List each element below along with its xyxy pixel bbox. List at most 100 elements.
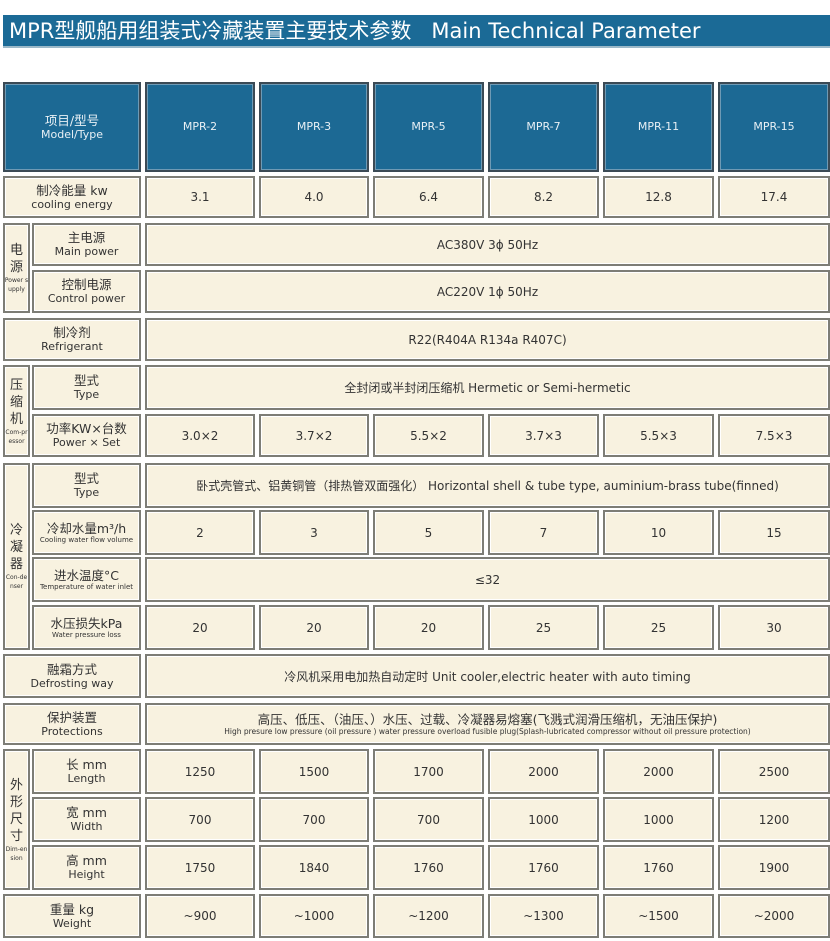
row-label-water-inlet-temp: 进水温度°C Temperature of water inlet <box>32 557 141 602</box>
cell-value: 2 <box>196 525 204 540</box>
label-cn: 制冷能量 kw <box>36 182 108 198</box>
value-cell: ~1200 <box>373 894 484 938</box>
value-span-cell: 卧式壳管式、铝黄铜管（排热管双面强化） Horizontal shell & t… <box>145 463 830 508</box>
cell-value: 3 <box>310 525 318 540</box>
label-en: Weight <box>52 916 92 930</box>
value-cell: 1840 <box>259 845 369 890</box>
cell-value: 1760 <box>528 860 559 875</box>
cell-value: 2000 <box>643 764 674 779</box>
model-header-2: MPR-5 <box>373 82 484 172</box>
row-label-defrosting: 融霜方式 Defrosting way <box>3 654 141 698</box>
row-label-width: 宽 mm Width <box>32 797 141 842</box>
value-cell: 7.5×3 <box>718 414 830 457</box>
cell-value: 30 <box>766 620 782 635</box>
cell-value: 2000 <box>528 764 559 779</box>
cell-value: 7 <box>539 525 548 540</box>
cell-value: 3.7×2 <box>295 428 333 443</box>
cell-value: ~900 <box>183 909 217 923</box>
value-cell: 7 <box>488 510 599 555</box>
value-cell: 2000 <box>488 749 599 794</box>
header-label-cell: 项目/型号 Model/Type <box>3 82 141 172</box>
value-cell: 3.7×2 <box>259 414 369 457</box>
label-cn: 融霜方式 <box>46 661 97 677</box>
row-label-cooling-energy: 制冷能量 kw cooling energy <box>3 176 141 218</box>
value-cell: 25 <box>488 605 599 650</box>
group-cn: 外形尺寸 <box>9 777 23 844</box>
cell-value: 8.2 <box>533 190 554 204</box>
cell-value: 17.4 <box>760 190 788 204</box>
value-span-cell: 冷风机采用电加热自动定时 Unit cooler,electric heater… <box>145 654 830 698</box>
row-label-height: 高 mm Height <box>32 845 141 890</box>
cell-value: 20 <box>192 620 208 635</box>
cell-value: ≤32 <box>474 572 501 587</box>
value-cell: 3.0×2 <box>145 414 255 457</box>
model-name: MPR-11 <box>637 120 680 133</box>
group-en: Dim-ension <box>5 845 28 862</box>
page-title: MPR型舰船用组装式冷藏装置主要技术参数 Main Technical Para… <box>3 15 830 48</box>
label-en: Length <box>67 772 106 785</box>
label-en: Defrosting way <box>30 676 114 690</box>
value-cell: ~1000 <box>259 894 369 938</box>
cell-value: 1840 <box>298 860 330 875</box>
value-cell: 5.5×2 <box>373 414 484 457</box>
model-header-4: MPR-11 <box>603 82 714 172</box>
value-cell: 2500 <box>718 749 830 794</box>
label-en: Type <box>73 388 100 401</box>
row-label-power-set: 功率KW×台数 Power × Set <box>32 414 141 457</box>
value-cell: 1200 <box>718 797 830 842</box>
cell-value: 10 <box>650 525 667 540</box>
cell-value: 卧式壳管式、铝黄铜管（排热管双面强化） Horizontal shell & t… <box>196 479 779 493</box>
value-cell: 3.1 <box>145 176 255 218</box>
value-span-cell: 高压、低压、（油压、）水压、过载、冷凝器易熔塞(飞溅式润滑压缩机，无油压保护) H… <box>145 703 830 745</box>
group-cn: 冷凝器 <box>9 523 23 572</box>
value-cell: 1750 <box>145 845 255 890</box>
group-cn: 压缩机 <box>9 377 23 427</box>
model-name: MPR-7 <box>526 120 561 133</box>
value-cell: 20 <box>145 605 255 650</box>
value-cell: ~2000 <box>718 894 830 938</box>
model-header-5: MPR-15 <box>718 82 830 172</box>
group-en: Power supply <box>4 277 29 293</box>
value-cell: 1500 <box>259 749 369 794</box>
value-span-cell: ≤32 <box>145 557 830 602</box>
value-cell: 1250 <box>145 749 255 794</box>
row-label-length: 长 mm Length <box>32 749 141 794</box>
row-label-refrigerant: 制冷剂 Refrigerant <box>3 318 141 361</box>
cell-value: 1700 <box>413 764 444 779</box>
value-cell: 1760 <box>373 845 484 890</box>
value-cell: ~1300 <box>488 894 599 938</box>
label-cn: 型式 <box>73 373 99 388</box>
cell-value: R22(R404A R134a R407C) <box>408 332 567 347</box>
row-label-condenser-type: 型式 Type <box>32 463 141 508</box>
label-en: Height <box>68 868 105 881</box>
cell-value: 700 <box>302 812 326 827</box>
value-cell: 15 <box>718 510 830 555</box>
label-cn: 制冷剂 <box>53 325 91 340</box>
value-cell: 12.8 <box>603 176 714 218</box>
value-cell: ~1500 <box>603 894 714 938</box>
cell-value: ~1200 <box>408 909 449 923</box>
row-label-weight: 重量 kg Weight <box>3 894 141 938</box>
model-header-1: MPR-3 <box>259 82 369 172</box>
label-en: Temperature of water inlet <box>39 582 134 591</box>
cell-value: 20 <box>420 620 437 635</box>
cell-value: AC220V 1ϕ 50Hz <box>436 284 539 299</box>
value-cell: 1700 <box>373 749 484 794</box>
label-cn: 功率KW×台数 <box>46 421 127 436</box>
model-name: MPR-5 <box>411 120 446 133</box>
label-en: Power × Set <box>52 436 121 449</box>
cell-value: 1500 <box>298 764 330 779</box>
value-cell: 2000 <box>603 749 714 794</box>
label-cn: 进水温度°C <box>54 567 119 583</box>
label-cn: 项目/型号 <box>44 112 100 128</box>
value-cell: 20 <box>259 605 369 650</box>
group-cn: 电源 <box>9 243 23 275</box>
value-cell: 20 <box>373 605 484 650</box>
value-cell: 5.5×3 <box>603 414 714 457</box>
value-cell: 1000 <box>603 797 714 842</box>
cell-value: ~1000 <box>293 909 335 923</box>
label-cn: 主电源 <box>67 230 106 245</box>
label-en: Cooling water flow volume <box>39 535 134 544</box>
value-cell: 1760 <box>488 845 599 890</box>
cell-value: 5.5×2 <box>410 428 447 443</box>
